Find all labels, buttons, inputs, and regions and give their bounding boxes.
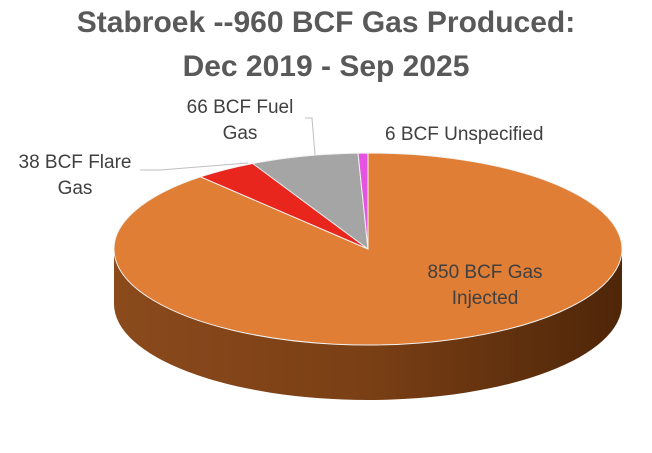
slice-fuel [251, 152, 369, 251]
label-flare-line2: Gas [57, 178, 93, 199]
leader-line-fuel [305, 117, 316, 156]
label-fuel-line1: 66 BCF Fuel [186, 97, 294, 118]
label-fuel: 66 BCF Fuel Gas [160, 95, 320, 147]
label-flare-line1: 38 BCF Flare [18, 152, 132, 173]
chart-title-line1: Stabroek --960 BCF Gas Produced: [76, 6, 576, 39]
label-unspecified: 6 BCF Unspecified [385, 122, 585, 148]
label-injected-line1: 850 BCF Gas [427, 262, 543, 283]
slice-unspecified [357, 152, 369, 250]
label-flare: 38 BCF Flare Gas [0, 150, 150, 202]
leader-line-flare [140, 162, 249, 171]
label-injected-line2: Injected [451, 288, 519, 309]
chart-title-line2: Dec 2019 - Sep 2025 [182, 50, 470, 83]
label-unspecified-line1: 6 BCF Unspecified [385, 124, 544, 145]
pie-side-wall [114, 249, 622, 400]
label-injected: 850 BCF Gas Injected [395, 260, 575, 312]
label-fuel-line2: Gas [222, 123, 258, 144]
